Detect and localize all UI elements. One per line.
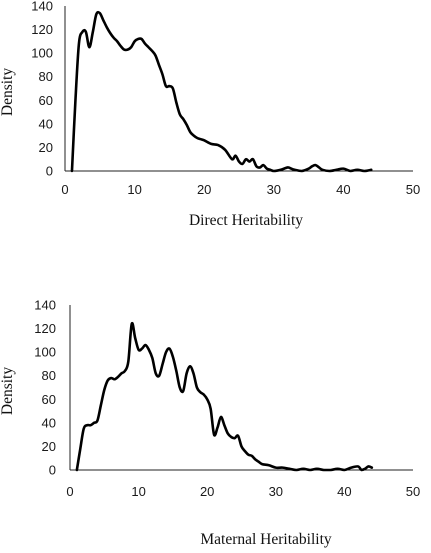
x-tick-label: 30: [269, 484, 283, 499]
x-tick-label: 50: [406, 484, 420, 499]
y-tick-label: 20: [42, 439, 56, 454]
x-tick-label: 0: [66, 484, 73, 499]
density-curve-maternal: [75, 321, 374, 472]
y-tick-label: 120: [34, 321, 56, 336]
x-tick-labels: 0 10 20 30 40 50: [61, 182, 420, 197]
y-axis-title: Density: [0, 68, 16, 116]
y-tick-labels: 0 20 40 60 80 100 120 140: [34, 298, 56, 478]
y-tick-label: 100: [31, 46, 53, 61]
y-tick-label: 0: [46, 164, 53, 179]
y-tick-label: 60: [42, 392, 56, 407]
y-tick-label: 20: [39, 140, 53, 155]
y-tick-label: 80: [42, 368, 56, 383]
x-tick-label: 10: [131, 484, 145, 499]
x-tick-label: 10: [127, 182, 141, 197]
chart-direct-heritability: 0 20 40 60 80 100 120 140 0 10 20 30 40 50 Density D…: [0, 0, 420, 229]
x-tick-label: 40: [337, 484, 351, 499]
y-axis-title: Density: [0, 367, 16, 415]
chart-maternal-heritability: 0 20 40 60 80 100 120 140 0 10 20 30 40 50 Density M…: [0, 298, 420, 549]
y-tick-label: 0: [49, 463, 56, 478]
x-tick-label: 0: [61, 182, 68, 197]
x-axis-title: Direct Heritability: [189, 212, 303, 229]
y-tick-label: 40: [42, 415, 56, 430]
x-tick-labels: 0 10 20 30 40 50: [66, 484, 420, 499]
x-tick-label: 30: [267, 182, 281, 197]
x-tick-label: 20: [197, 182, 211, 197]
y-tick-label: 140: [31, 0, 53, 14]
y-tick-label: 60: [39, 93, 53, 108]
x-tick-label: 40: [336, 182, 350, 197]
y-tick-labels: 0 20 40 60 80 100 120 140: [31, 0, 53, 179]
y-tick-label: 100: [34, 345, 56, 360]
x-tick-label: 20: [200, 484, 214, 499]
y-tick-label: 40: [39, 116, 53, 131]
x-axis-title: Maternal Heritability: [200, 531, 332, 548]
density-curve-direct: [70, 10, 373, 173]
y-tick-label: 120: [31, 22, 53, 37]
y-tick-label: 140: [34, 298, 56, 313]
y-tick-label: 80: [39, 69, 53, 84]
x-tick-label: 50: [406, 182, 420, 197]
